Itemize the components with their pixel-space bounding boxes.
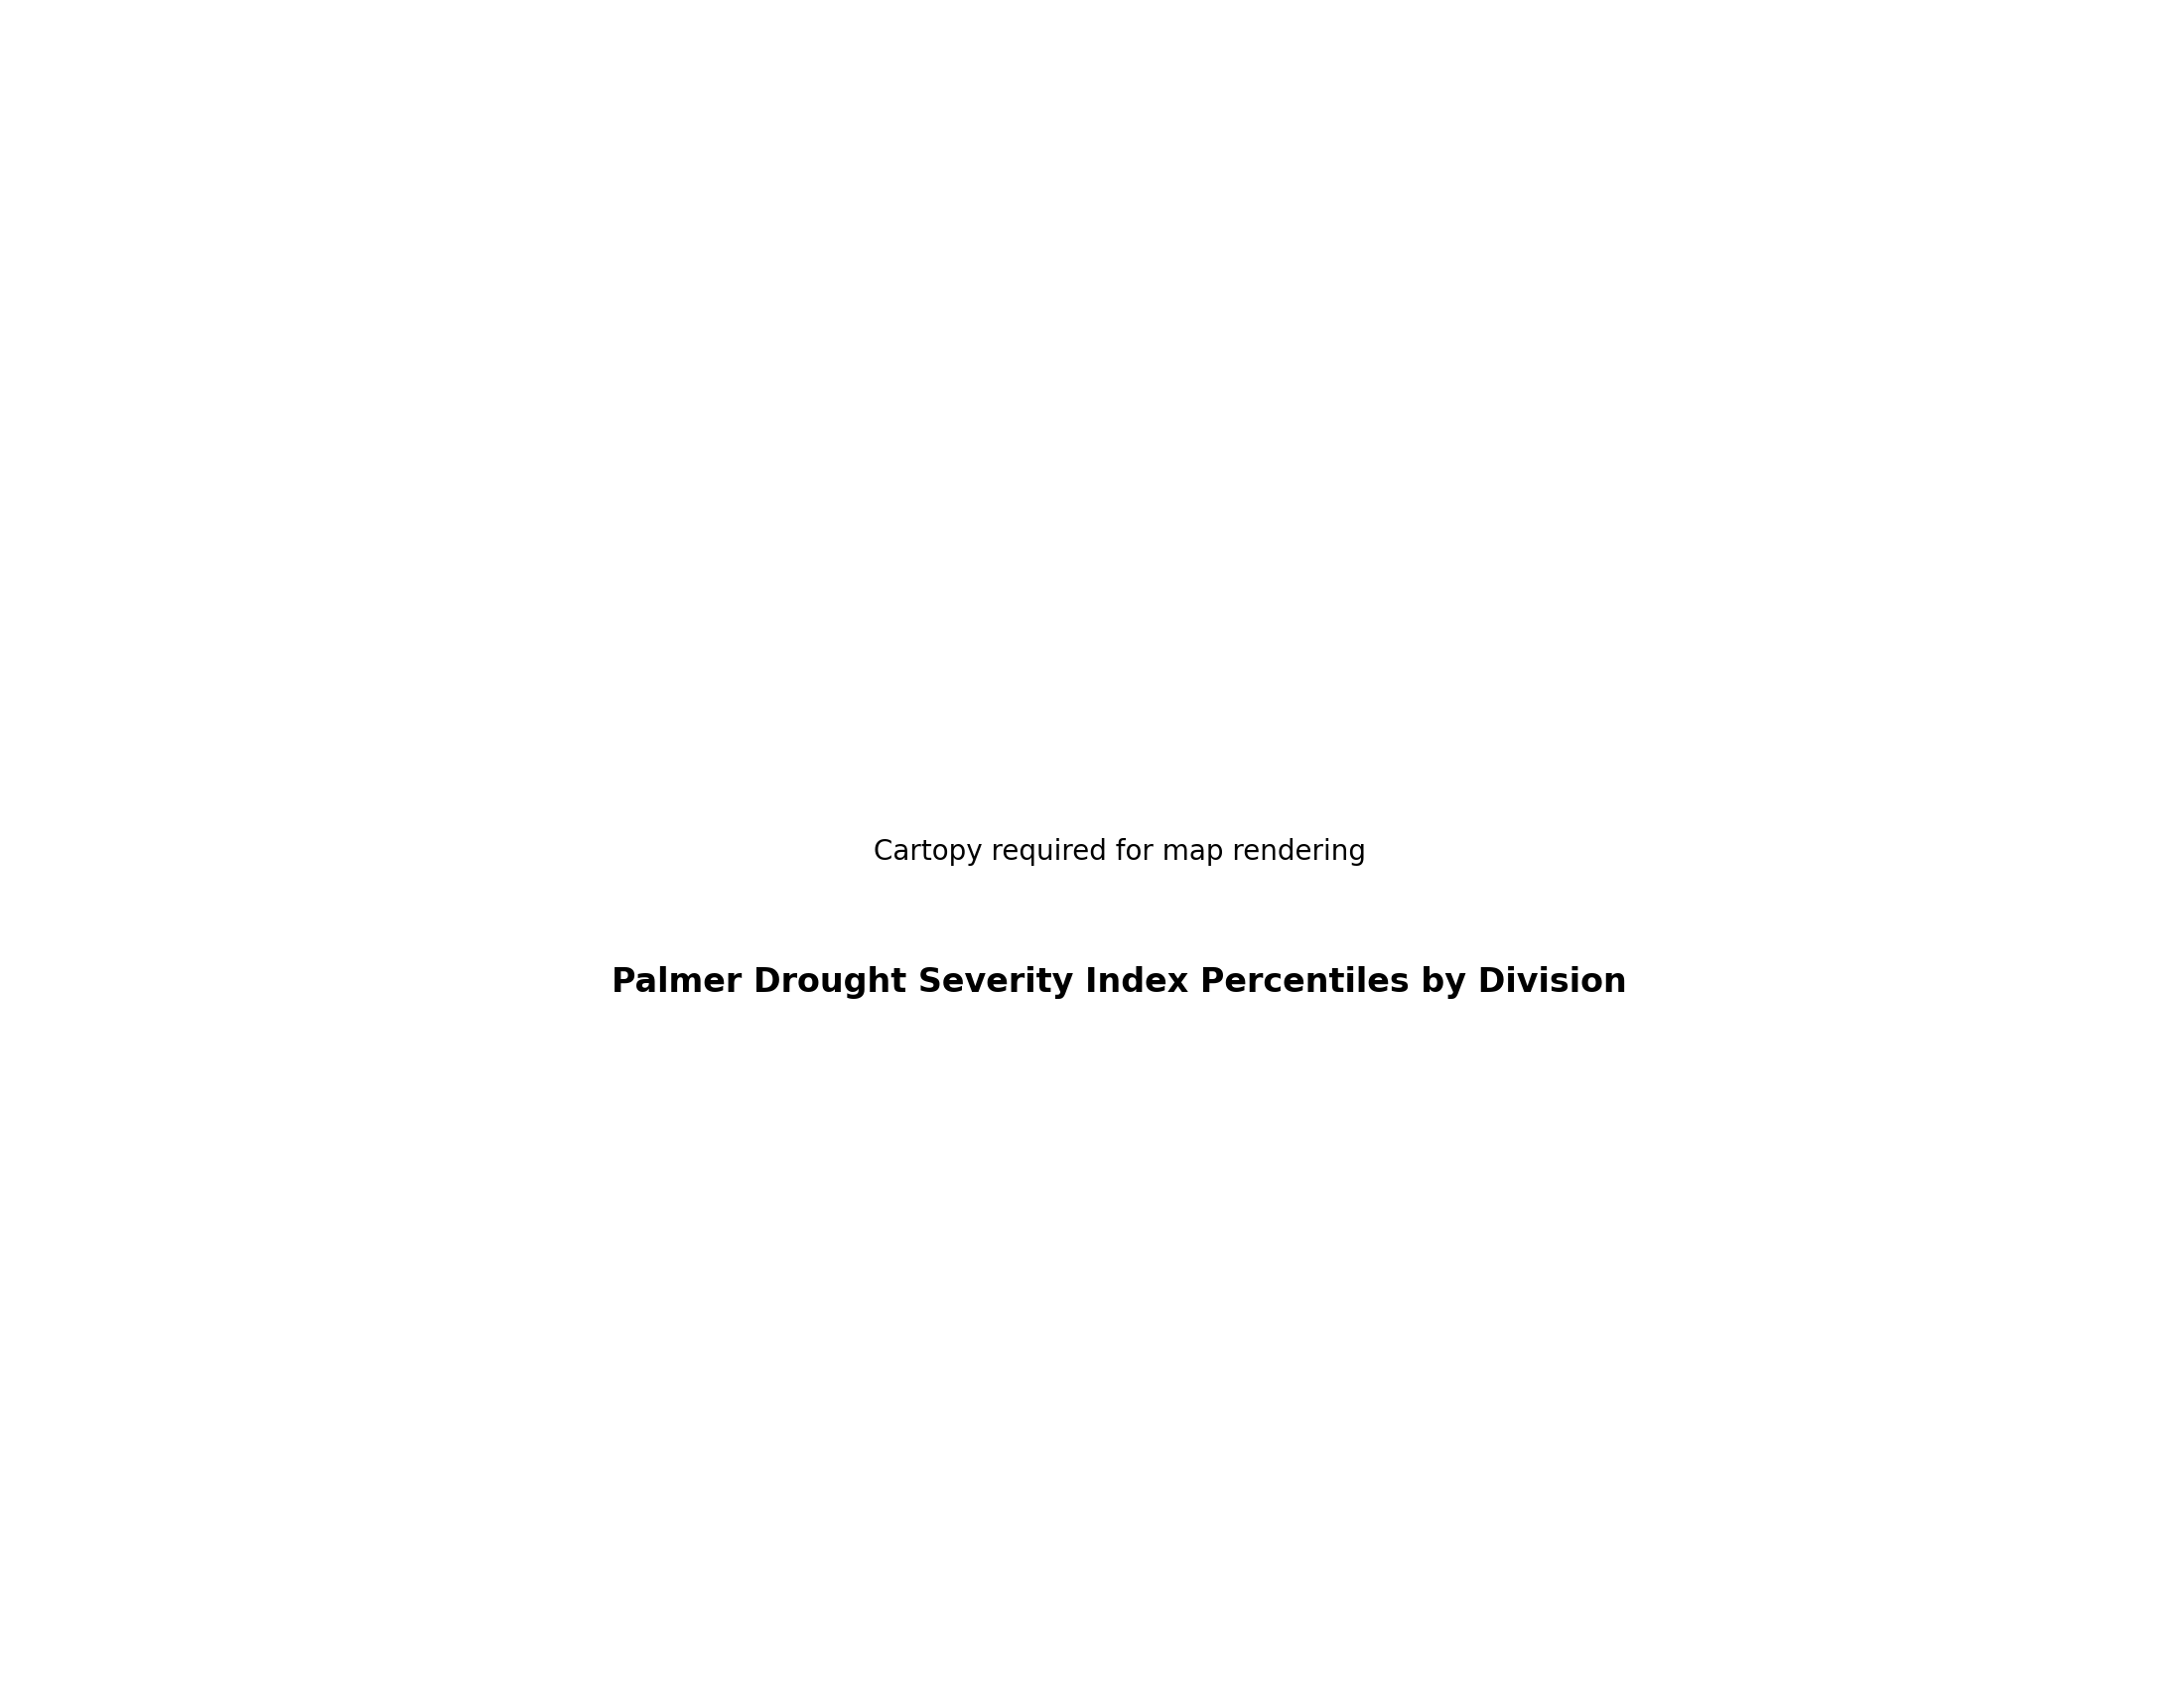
Text: Palmer Drought Severity Index Percentiles by Division: Palmer Drought Severity Index Percentile… [612,966,1627,999]
Text: Cartopy required for map rendering: Cartopy required for map rendering [874,839,1365,866]
